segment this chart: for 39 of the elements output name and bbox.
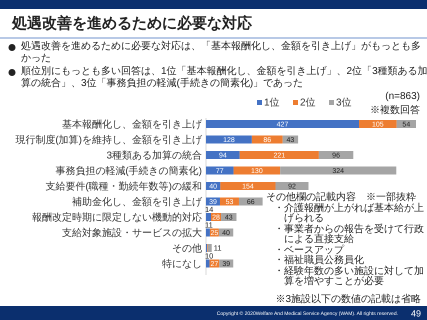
bar bbox=[206, 213, 212, 221]
annotation: ・ベースアップ bbox=[273, 244, 344, 256]
annotation: その他欄の記載内容 ※一部抜粋 bbox=[266, 192, 416, 203]
legend-label: 2位 bbox=[300, 96, 316, 108]
y-tick-label: 支給対象施設・サービスの拡大 bbox=[62, 227, 202, 239]
text: 49 bbox=[410, 308, 421, 318]
y-tick-label: その他 bbox=[172, 242, 202, 254]
legend-label: 1位 bbox=[264, 96, 280, 108]
y-tick-label: 補助金化し、金額を引き上げ bbox=[72, 196, 203, 208]
text: (n=863) bbox=[385, 91, 420, 102]
bar bbox=[280, 166, 396, 174]
bar bbox=[206, 136, 252, 144]
y-tick-label: 現行制度(加算)を維持し、金額を引き上げ bbox=[15, 134, 203, 146]
bar bbox=[234, 166, 280, 174]
bar bbox=[206, 260, 210, 268]
y-tick-label: 報酬改定時期に限定しない機動的対応 bbox=[32, 212, 202, 224]
y-tick-label: 支給要件(職種・勤続年数等)の緩和 bbox=[45, 180, 202, 192]
bar bbox=[206, 228, 210, 236]
bar bbox=[220, 182, 276, 190]
annotation: ・介護報酬が上がれば基本給が上げられる bbox=[273, 202, 424, 224]
y-tick-label: 基本報酬化し、金額を引き上げ bbox=[62, 118, 203, 130]
y-tick-label: 事務負担の軽減(手続きの簡素化) bbox=[55, 165, 202, 177]
bar bbox=[206, 151, 240, 159]
legend-label: 3位 bbox=[336, 96, 352, 108]
text: 処遇改善を進めるために必要な対応は、「基本報酬化し、金額を引き上げ」がもっとも多かった bbox=[20, 41, 422, 65]
annotation: ・経験年数の多い施設に対して加算を増やすことが必要 bbox=[273, 266, 424, 288]
text: 順位別にもっとも多い回答は、1位「基本報酬化し、金額を引き上げ」、2位「3種類ある加算の統合」、3位「事務負担の軽減(手続きの簡素化)」であった bbox=[20, 66, 427, 90]
bar bbox=[276, 182, 308, 190]
chart-title: 処遇改善を進めるために必要な対応 bbox=[12, 14, 252, 33]
y-tick-label: 3種類ある加算の統合 bbox=[106, 150, 202, 162]
bar bbox=[240, 151, 319, 159]
text: ※複数回答 bbox=[370, 104, 420, 117]
y-tick-label: 特になし bbox=[162, 258, 202, 270]
bar bbox=[206, 166, 234, 174]
annotation: ・福祉職員公務員化 bbox=[273, 255, 364, 266]
bar bbox=[318, 151, 354, 159]
annotation: ・事業者からの報告を受けて行政による直接支給 bbox=[273, 224, 424, 245]
bar bbox=[206, 120, 360, 128]
text: ※3施設以下の数値の記載は省略 bbox=[275, 292, 421, 306]
